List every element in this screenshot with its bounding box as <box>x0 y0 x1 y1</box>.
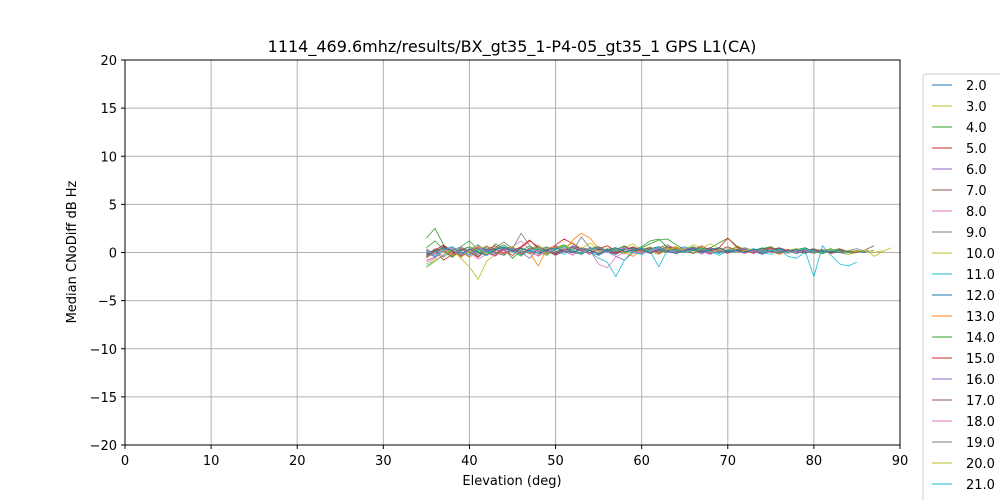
x-tick-label: 0 <box>121 454 129 469</box>
x-axis: 0 10 20 30 40 50 60 70 80 90 <box>121 445 908 469</box>
legend-entry: 18.0 <box>966 415 995 430</box>
legend-entry: 9.0 <box>966 226 987 241</box>
legend-entry: 17.0 <box>966 394 995 409</box>
y-tick-label: 0 <box>109 247 117 262</box>
x-tick-label: 90 <box>892 454 909 469</box>
x-tick-label: 10 <box>203 454 220 469</box>
legend-entry: 4.0 <box>966 121 987 136</box>
legend-entry: 12.0 <box>966 289 995 304</box>
x-tick-label: 20 <box>289 454 306 469</box>
legend-entry: 15.0 <box>966 352 995 367</box>
x-tick-label: 40 <box>461 454 478 469</box>
legend-entry: 8.0 <box>966 205 987 220</box>
legend-entry: 13.0 <box>966 310 995 325</box>
legend-entry: 16.0 <box>966 373 995 388</box>
y-tick-label: −10 <box>90 343 117 358</box>
legend-entry: 20.0 <box>966 457 995 472</box>
y-tick-label: −5 <box>98 295 117 310</box>
legend-entry: 10.0 <box>966 247 995 262</box>
legend-entry: 2.0 <box>966 79 987 94</box>
x-axis-label: Elevation (deg) <box>462 474 561 489</box>
x-tick-label: 70 <box>720 454 737 469</box>
legend-entry: 14.0 <box>966 331 995 346</box>
y-tick-label: 5 <box>109 198 117 213</box>
y-axis-label: Median CNoDiff dB Hz <box>65 180 80 323</box>
y-tick-label: 20 <box>100 54 117 69</box>
x-tick-label: 30 <box>375 454 392 469</box>
legend-box <box>922 73 1000 500</box>
legend-entry: 3.0 <box>966 100 987 115</box>
y-tick-label: −15 <box>90 391 117 406</box>
legend-entry: 11.0 <box>966 268 995 283</box>
chart-title: 1114_469.6mhz/results/BX_gt35_1-P4-05_gt… <box>268 37 757 57</box>
legend: 2.0 3.0 4.0 5.0 6.0 7.0 8.0 9.0 10.0 11.0 12.0 13.0… <box>922 73 1000 500</box>
x-tick-label: 50 <box>547 454 564 469</box>
legend-entry: 19.0 <box>966 436 995 451</box>
series-line-22.0 <box>426 246 849 256</box>
y-tick-label: 10 <box>100 150 117 165</box>
legend-entry: 6.0 <box>966 163 987 178</box>
y-axis: −20 −15 −10 −5 0 5 10 15 20 <box>90 54 125 454</box>
x-tick-label: 60 <box>633 454 650 469</box>
x-tick-label: 80 <box>806 454 823 469</box>
legend-entry: 5.0 <box>966 142 987 157</box>
y-tick-label: −20 <box>90 439 117 454</box>
series-lines <box>426 227 892 280</box>
legend-entry: 7.0 <box>966 184 987 199</box>
y-tick-label: 15 <box>100 102 117 117</box>
legend-entry: 21.0 <box>966 478 995 493</box>
